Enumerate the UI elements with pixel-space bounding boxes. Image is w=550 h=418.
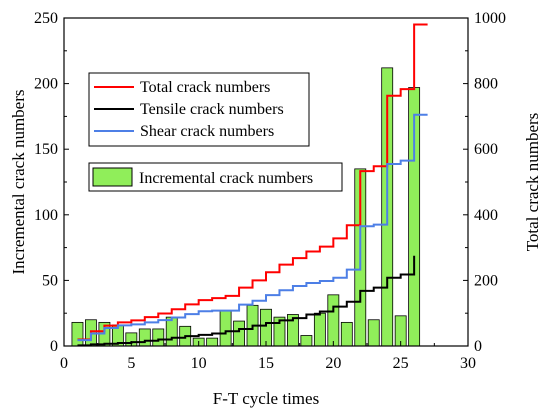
y-left-tick-label: 0 xyxy=(50,338,58,355)
bar-cycle-21 xyxy=(340,321,353,347)
bar-cycle-13 xyxy=(233,320,245,347)
bar-cycle-18 xyxy=(300,335,313,347)
lines-layer xyxy=(77,23,428,347)
bar-cycle-11 xyxy=(206,337,219,347)
line-tensile xyxy=(77,255,416,347)
legend-lines: Total crack numbers Tensile crack number… xyxy=(88,72,310,147)
line-shear xyxy=(77,113,428,342)
ticks-layer: 0 5 10 15 20 25 300501001502002500200400600800… xyxy=(34,10,506,372)
x-tick-label: 30 xyxy=(460,355,476,372)
bar-cycle-23 xyxy=(367,319,380,347)
x-tick-label: 20 xyxy=(325,355,341,372)
x-tick-label: 0 xyxy=(60,355,68,372)
y-right-tick-label: 0 xyxy=(474,338,482,355)
x-tick-label: 5 xyxy=(127,355,135,372)
y-right-tick-label: 600 xyxy=(474,141,498,158)
y-left-tick-label: 50 xyxy=(42,272,58,289)
y-right-tick-label: 400 xyxy=(474,207,498,224)
bar-cycle-1 xyxy=(71,321,84,347)
y-right-tick-label: 800 xyxy=(474,76,498,93)
y-right-tick-label: 200 xyxy=(474,272,498,289)
y-left-tick-label: 100 xyxy=(34,207,58,224)
legend-label-total: Total crack numbers xyxy=(140,79,270,96)
x-tick-label: 15 xyxy=(258,355,274,372)
bar-cycle-12 xyxy=(219,310,232,347)
x-axis-label: F-T cycle times xyxy=(213,389,319,408)
legend-label-shear: Shear crack numbers xyxy=(140,123,274,140)
bar-cycle-19 xyxy=(313,312,326,347)
x-tick-label: 25 xyxy=(393,355,409,372)
bar-cycle-15 xyxy=(260,308,272,347)
legend-bars: Incremental crack numbers xyxy=(88,162,343,192)
legend-swatch-incremental xyxy=(92,167,133,187)
x-tick-label: 10 xyxy=(191,355,207,372)
y-axis-left-label: Incremental crack numbers xyxy=(9,89,28,274)
bar-cycle-7 xyxy=(152,328,165,347)
bar-cycle-20 xyxy=(327,294,340,347)
y-left-tick-label: 250 xyxy=(34,10,58,27)
bar-cycle-8 xyxy=(165,316,178,347)
y-left-tick-label: 200 xyxy=(34,76,58,93)
legend-label-incremental: Incremental crack numbers xyxy=(139,170,313,187)
line-total xyxy=(77,23,428,341)
y-axis-right-label: Total crack numbers xyxy=(523,113,542,252)
y-right-tick-label: 1000 xyxy=(474,10,506,27)
bar-cycle-6 xyxy=(138,328,151,347)
legend-label-tensile: Tensile crack numbers xyxy=(140,101,284,118)
y-left-tick-label: 150 xyxy=(34,141,58,158)
